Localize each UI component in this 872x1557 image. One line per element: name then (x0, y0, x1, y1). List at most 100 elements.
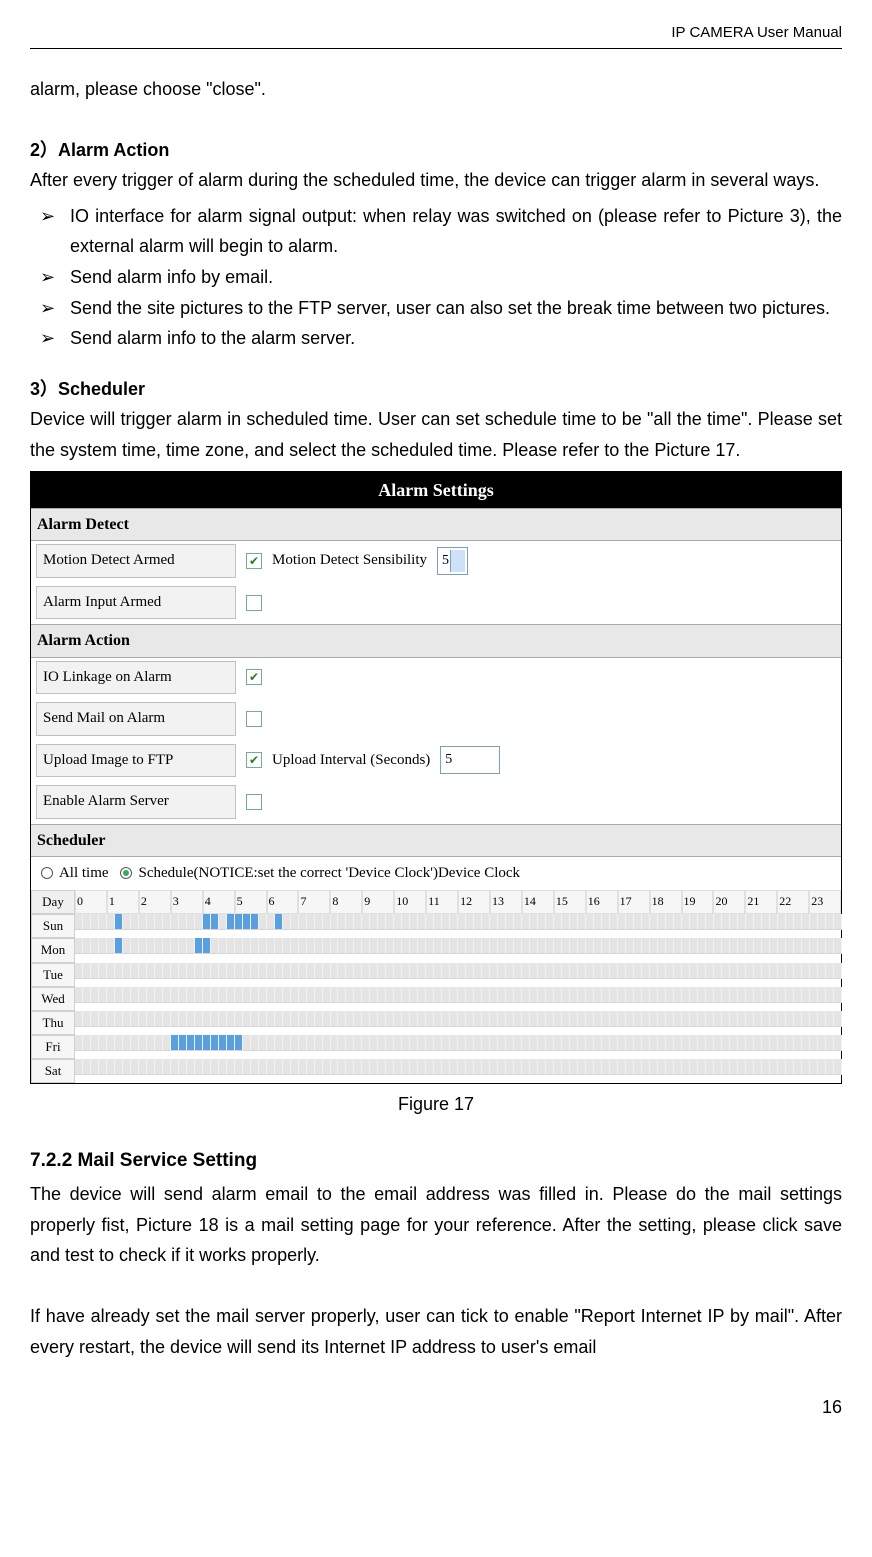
schedule-cell[interactable] (594, 1011, 602, 1027)
schedule-cell[interactable] (346, 963, 354, 979)
schedule-cell[interactable] (123, 1059, 131, 1075)
schedule-cell[interactable] (315, 1059, 323, 1075)
schedule-cell[interactable] (307, 1011, 315, 1027)
schedule-cell[interactable] (530, 1011, 538, 1027)
schedule-cell[interactable] (83, 1011, 91, 1027)
schedule-cell[interactable] (267, 1035, 275, 1051)
schedule-cell[interactable] (810, 1011, 818, 1027)
schedule-cell[interactable] (698, 987, 706, 1003)
schedule-cell[interactable] (706, 1035, 714, 1051)
schedule-cell[interactable] (386, 1059, 394, 1075)
schedule-cell[interactable] (402, 1059, 410, 1075)
schedule-cell[interactable] (626, 1035, 634, 1051)
schedule-cell[interactable] (762, 914, 770, 930)
schedule-cell[interactable] (346, 938, 354, 954)
schedule-cell[interactable] (690, 1059, 698, 1075)
schedule-cell[interactable] (227, 914, 235, 930)
schedule-cell[interactable] (434, 1011, 442, 1027)
schedule-cell[interactable] (315, 1035, 323, 1051)
schedule-cell[interactable] (482, 1035, 490, 1051)
schedule-cell[interactable] (802, 914, 810, 930)
schedule-cell[interactable] (386, 1011, 394, 1027)
schedule-cell[interactable] (227, 963, 235, 979)
schedule-cell[interactable] (738, 938, 746, 954)
schedule-cell[interactable] (323, 963, 331, 979)
schedule-cell[interactable] (307, 1035, 315, 1051)
schedule-cell[interactable] (139, 1011, 147, 1027)
schedule-cell[interactable] (331, 963, 339, 979)
schedule-cell[interactable] (786, 938, 794, 954)
schedule-cell[interactable] (618, 938, 626, 954)
schedule-cell[interactable] (426, 987, 434, 1003)
schedule-cell[interactable] (155, 987, 163, 1003)
schedule-cell[interactable] (602, 1059, 610, 1075)
schedule-cell[interactable] (794, 987, 802, 1003)
schedule-cell[interactable] (299, 987, 307, 1003)
schedule-cell[interactable] (746, 1059, 754, 1075)
schedule-cell[interactable] (378, 1059, 386, 1075)
schedule-cell[interactable] (131, 914, 139, 930)
schedule-cell[interactable] (610, 987, 618, 1003)
schedule-cell[interactable] (275, 1035, 283, 1051)
schedule-cell[interactable] (227, 1035, 235, 1051)
schedule-cell[interactable] (666, 938, 674, 954)
schedule-cell[interactable] (514, 1011, 522, 1027)
schedule-cell[interactable] (554, 914, 562, 930)
schedule-cell[interactable] (370, 1035, 378, 1051)
schedule-cell[interactable] (83, 1035, 91, 1051)
schedule-cell[interactable] (99, 1059, 107, 1075)
schedule-cell[interactable] (442, 1011, 450, 1027)
schedule-cell[interactable] (195, 938, 203, 954)
schedule-cell[interactable] (434, 1059, 442, 1075)
schedule-cell[interactable] (450, 1011, 458, 1027)
schedule-cell[interactable] (602, 987, 610, 1003)
schedule-cell[interactable] (794, 914, 802, 930)
schedule-cell[interactable] (147, 938, 155, 954)
schedule-cell[interactable] (618, 963, 626, 979)
schedule-cell[interactable] (450, 963, 458, 979)
schedule-cell[interactable] (331, 1035, 339, 1051)
schedule-cell[interactable] (562, 1011, 570, 1027)
schedule-cell[interactable] (778, 938, 786, 954)
schedule-cell[interactable] (386, 963, 394, 979)
schedule-cell[interactable] (538, 1035, 546, 1051)
schedule-cell[interactable] (786, 1059, 794, 1075)
schedule-cell[interactable] (746, 1011, 754, 1027)
schedule-cell[interactable] (171, 987, 179, 1003)
schedule-cell[interactable] (442, 938, 450, 954)
schedule-cell[interactable] (75, 1035, 83, 1051)
schedule-cell[interactable] (610, 963, 618, 979)
schedule-cell[interactable] (738, 963, 746, 979)
schedule-cell[interactable] (179, 1059, 187, 1075)
schedule-cell[interactable] (338, 938, 346, 954)
upload-interval-input[interactable]: 5 (440, 746, 500, 774)
schedule-cell[interactable] (259, 987, 267, 1003)
schedule-cell[interactable] (187, 938, 195, 954)
schedule-cell[interactable] (730, 938, 738, 954)
schedule-cell[interactable] (578, 1035, 586, 1051)
schedule-cell[interactable] (163, 1059, 171, 1075)
schedule-cell[interactable] (91, 1059, 99, 1075)
schedule-cell[interactable] (179, 987, 187, 1003)
motion-detect-checkbox[interactable] (246, 553, 262, 569)
schedule-cell[interactable] (626, 963, 634, 979)
schedule-cell[interactable] (618, 987, 626, 1003)
schedule-cell[interactable] (530, 987, 538, 1003)
schedule-cell[interactable] (818, 1035, 826, 1051)
schedule-cell[interactable] (179, 1035, 187, 1051)
upload-ftp-checkbox[interactable] (246, 752, 262, 768)
schedule-cell[interactable] (331, 987, 339, 1003)
schedule-cell[interactable] (634, 987, 642, 1003)
schedule-cell[interactable] (530, 963, 538, 979)
schedule-cell[interactable] (682, 1035, 690, 1051)
schedule-cell[interactable] (834, 938, 842, 954)
schedule-cell[interactable] (315, 987, 323, 1003)
schedule-cell[interactable] (307, 987, 315, 1003)
schedule-cell[interactable] (299, 963, 307, 979)
schedule-cell[interactable] (75, 987, 83, 1003)
schedule-cell[interactable] (498, 1011, 506, 1027)
schedule-cell[interactable] (354, 963, 362, 979)
schedule-cell[interactable] (642, 1059, 650, 1075)
schedule-cell[interactable] (362, 963, 370, 979)
schedule-cell[interactable] (714, 938, 722, 954)
